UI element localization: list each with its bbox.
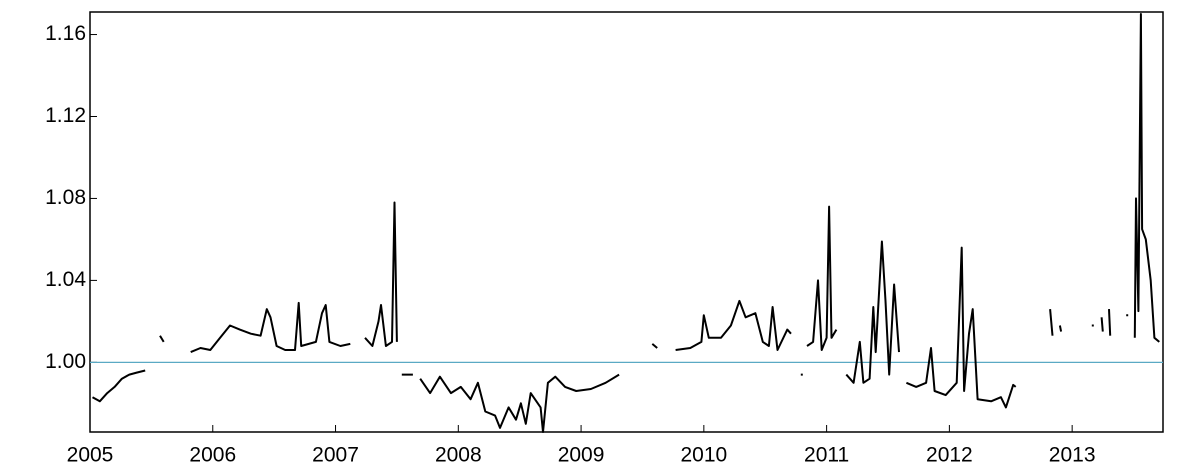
y-tick-label: 1.12	[45, 104, 86, 127]
y-tick-label: 1.00	[45, 350, 86, 373]
y-tick-label: 1.08	[45, 186, 86, 209]
x-tick-label: 2011	[804, 444, 849, 467]
y-tick-label: 1.04	[45, 268, 86, 291]
x-tick-label: 2005	[67, 444, 114, 467]
plot-frame	[89, 11, 1164, 433]
x-tick-label: 2007	[312, 444, 359, 467]
y-tick-label: 1.16	[45, 22, 86, 45]
x-tick-label: 2013	[1049, 444, 1096, 467]
x-tick-label: 2006	[189, 444, 236, 467]
x-tick-label: 2012	[926, 444, 973, 467]
x-tick-label: 2009	[558, 444, 605, 467]
data-line	[92, 13, 1160, 433]
x-tick-label: 2008	[435, 444, 482, 467]
x-tick-label: 2010	[680, 444, 727, 467]
